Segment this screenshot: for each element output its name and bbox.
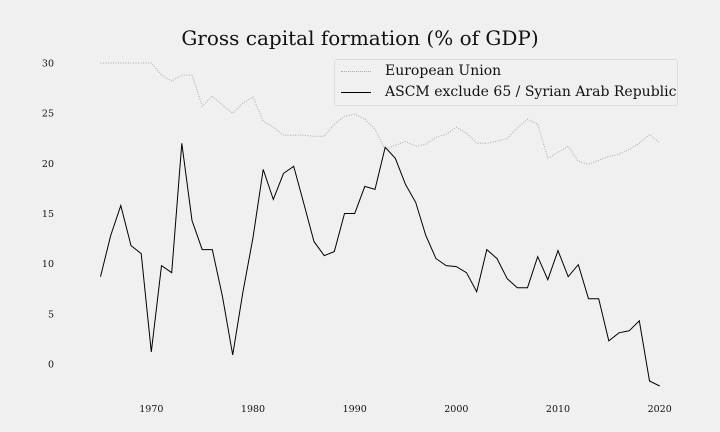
x-tick-label: 2020 (648, 404, 672, 415)
legend-item-eu: European Union (341, 61, 501, 81)
chart-title: Gross capital formation (% of GDP) (181, 26, 539, 50)
series-line-eu (100, 62, 661, 165)
y-tick-label: 5 (48, 309, 54, 320)
x-tick-label: 1970 (139, 404, 163, 415)
y-tick-label: 20 (42, 159, 54, 170)
x-tick-label: 2010 (546, 404, 570, 415)
y-tick-label: 10 (42, 259, 54, 270)
x-tick-label: 1980 (241, 404, 265, 415)
legend-label-syria: ASCM exclude 65 / Syrian Arab Republic (385, 84, 677, 100)
legend-swatch-syria (341, 91, 371, 93)
series-line-syria (100, 143, 660, 387)
legend-item-syria: ASCM exclude 65 / Syrian Arab Republic (341, 82, 676, 102)
legend-swatch-eu (341, 70, 371, 72)
y-tick-label: 30 (42, 59, 54, 70)
y-tick-label: 0 (48, 359, 54, 370)
chart-legend: European Union ASCM exclude 65 / Syrian … (334, 59, 678, 106)
y-tick-label: 15 (42, 209, 54, 220)
legend-label-eu: European Union (385, 63, 502, 79)
y-tick-label: 25 (42, 109, 54, 120)
x-tick-label: 1990 (343, 404, 367, 415)
x-tick-label: 2000 (444, 404, 468, 415)
